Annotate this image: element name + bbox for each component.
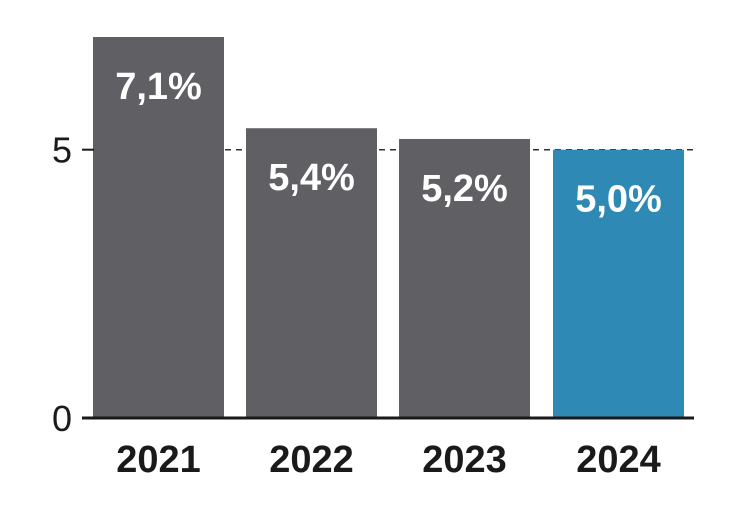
bar-2021: [93, 37, 224, 418]
category-label-2022: 2022: [269, 439, 354, 481]
bars-layer: [93, 37, 684, 419]
labels-layer: 7,1% 2021 5,4% 2022 5,2% 2023 5,0% 2024 0 5: [52, 66, 662, 481]
data-label-2022: 5,4%: [268, 157, 355, 199]
y-tick-label-5: 5: [52, 130, 72, 171]
category-label-2021: 2021: [116, 439, 201, 481]
bar-2024: [553, 149, 684, 419]
category-label-2023: 2023: [422, 439, 507, 481]
data-label-2023: 5,2%: [421, 168, 508, 210]
bar-2023: [399, 138, 530, 418]
axis-layer: [82, 148, 694, 420]
bar-2022: [246, 128, 377, 419]
data-label-2021: 7,1%: [115, 66, 202, 108]
y-tick-label-0: 0: [52, 398, 72, 439]
category-label-2024: 2024: [576, 439, 661, 481]
data-label-2024: 5,0%: [575, 179, 662, 221]
